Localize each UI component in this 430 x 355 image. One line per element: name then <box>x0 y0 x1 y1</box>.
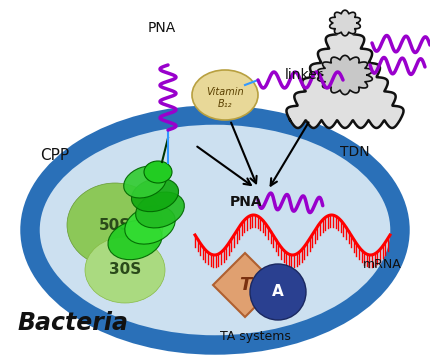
Ellipse shape <box>30 115 399 345</box>
Text: T: T <box>238 276 251 294</box>
Text: Bacteria: Bacteria <box>18 311 129 335</box>
Polygon shape <box>212 253 276 317</box>
Ellipse shape <box>135 192 184 228</box>
Ellipse shape <box>144 161 172 183</box>
Text: CPP: CPP <box>40 147 69 163</box>
Text: TA systems: TA systems <box>219 330 290 343</box>
Text: Vitamin
B₁₂: Vitamin B₁₂ <box>206 87 243 109</box>
Text: PNA: PNA <box>230 195 262 209</box>
Ellipse shape <box>249 264 305 320</box>
Ellipse shape <box>125 206 175 244</box>
Polygon shape <box>329 10 359 36</box>
Text: 50S: 50S <box>98 218 131 233</box>
Ellipse shape <box>108 220 162 260</box>
Text: 30S: 30S <box>109 262 141 278</box>
Polygon shape <box>286 20 402 128</box>
Ellipse shape <box>191 70 258 120</box>
Ellipse shape <box>131 178 178 212</box>
Ellipse shape <box>67 183 163 267</box>
Text: mRNA: mRNA <box>362 258 400 271</box>
Text: PNA: PNA <box>147 21 176 35</box>
Text: A: A <box>271 284 283 300</box>
Polygon shape <box>317 55 372 94</box>
Text: linker: linker <box>284 68 322 82</box>
Text: TDN: TDN <box>339 145 369 159</box>
Ellipse shape <box>123 166 166 198</box>
Ellipse shape <box>85 237 165 303</box>
